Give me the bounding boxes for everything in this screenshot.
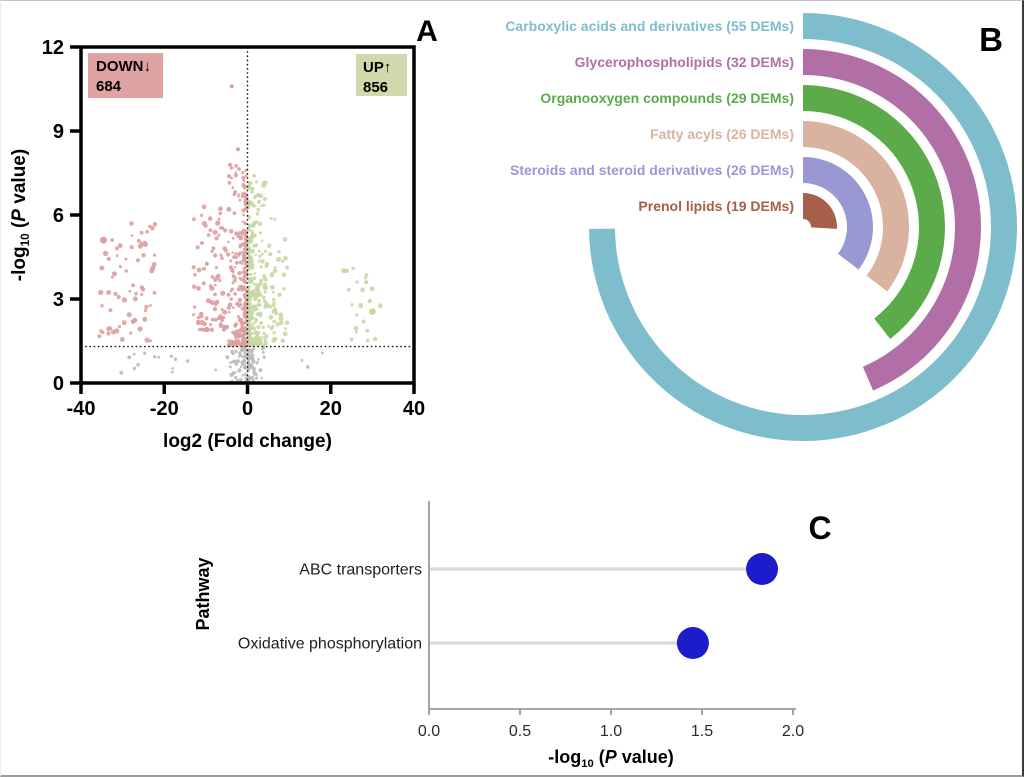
x-axis-title: log2 (Fold change) <box>163 431 332 452</box>
plot-frame <box>79 45 416 385</box>
pathway-x-tick-label: 0.0 <box>418 723 440 740</box>
racetrack-label-4: Steroids and steroid derivatives (26 DEM… <box>510 162 794 178</box>
x-tick-label: 20 <box>320 398 342 420</box>
racetrack-label-3: Fatty acyls (26 DEMs) <box>650 126 794 142</box>
racetrack-arc-3 <box>803 121 910 292</box>
racetrack-arc-1 <box>803 49 982 391</box>
y-tick-label: 6 <box>53 205 64 227</box>
pathway-dot-0 <box>746 553 779 585</box>
up-count: 856 <box>363 79 388 96</box>
volcano-points-up-4 <box>263 216 290 343</box>
racetrack-label-1: Glycerophospholipids (32 DEMs) <box>575 54 794 70</box>
x-tick-label: 40 <box>403 398 425 420</box>
racetrack-label-0: Carboxylic acids and derivatives (55 DEM… <box>505 18 794 34</box>
pathway-y-axis-title: Pathway <box>193 557 213 630</box>
racetrack-arc-0 <box>589 12 1018 441</box>
up-label: UP↑ <box>363 59 391 76</box>
panel-b-letter: B <box>979 21 1003 58</box>
axis-ticks <box>70 45 416 394</box>
down-annotation-box <box>88 53 163 98</box>
panel-a-letter: A <box>416 15 438 48</box>
panel-c-pathway-lollipop: 0.0 0.5 1.0 1.5 2.0 ABC transporters Oxidative… <box>193 501 832 770</box>
down-count: 684 <box>96 78 122 95</box>
panel-b-racetrack-chart: Carboxylic acids and derivatives (55 DEM… <box>505 12 1018 441</box>
y-tick-label: 0 <box>53 373 64 395</box>
down-label: DOWN↓ <box>96 58 151 75</box>
racetrack-arc-4 <box>803 156 874 270</box>
y-axis-title: -log10 (P value) <box>9 149 32 281</box>
y-tick-label: 3 <box>53 289 64 311</box>
racetrack-label-5: Prenol lipids (19 DEMs) <box>638 198 794 214</box>
pathway-x-tick-label: 1.0 <box>600 723 622 740</box>
y-tick-label: 9 <box>53 121 64 143</box>
volcano-outlier-points <box>100 84 376 342</box>
panel-c-letter: C <box>808 510 831 546</box>
volcano-points-down-2 <box>97 221 158 343</box>
racetrack-arc-5 <box>803 193 837 229</box>
pathway-x-tick-label: 2.0 <box>782 723 804 740</box>
racetrack-arc-2 <box>803 85 946 340</box>
pathway-x-tick-label: 1.5 <box>691 723 713 740</box>
volcano-points-ns-8 <box>119 351 324 375</box>
volcano-points-ns-6 <box>228 346 249 384</box>
pathway-dot-1 <box>676 627 709 659</box>
pathway-x-tick-label: 0.5 <box>509 723 531 740</box>
y-tick-label: 12 <box>42 37 64 59</box>
up-annotation-box <box>356 54 407 96</box>
volcano-points-down-1 <box>191 204 232 332</box>
pathway-x-axis-title: -log10 (P value) <box>548 747 673 770</box>
x-tick-label: -40 <box>67 398 96 420</box>
volcano-points-up-5 <box>341 266 383 343</box>
volcano-points-ns-7 <box>246 346 266 383</box>
racetrack-label-2: Organooxygen compounds (29 DEMs) <box>540 90 794 106</box>
panel-a-volcano-plot: -40 -20 0 20 40 0 3 6 9 12 log2 (Fold change) -log1… <box>9 15 438 452</box>
pathway-category-label-1: Oxidative phosphorylation <box>238 636 422 653</box>
x-tick-label: -20 <box>150 398 179 420</box>
pathway-category-label-0: ABC transporters <box>299 562 422 579</box>
x-tick-label: 0 <box>242 398 253 420</box>
volcano-points-down-0 <box>226 162 249 348</box>
